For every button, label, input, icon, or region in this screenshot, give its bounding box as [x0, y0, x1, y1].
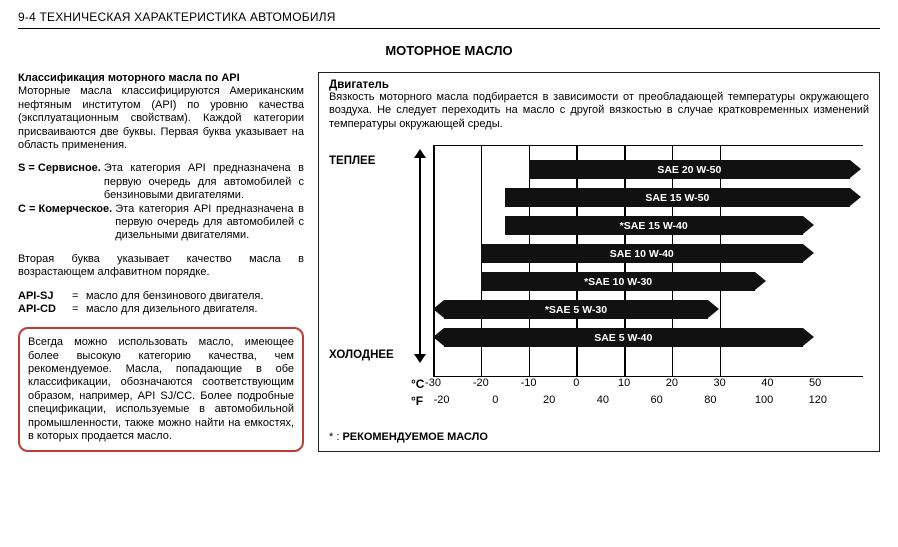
api-key: API-CD — [18, 303, 72, 317]
celsius-tick: 50 — [809, 377, 821, 389]
page-title: МОТОРНОЕ МАСЛО — [18, 43, 880, 58]
oil-grade-bar: *SAE 10 W-30 — [481, 272, 756, 291]
unit-fahrenheit: °F — [411, 394, 423, 408]
temperature-arrow — [413, 149, 427, 363]
def-term: S = Сервисное. — [18, 162, 104, 202]
oil-grade-bar: *SAE 5 W-30 — [444, 300, 708, 319]
celsius-tick: 40 — [761, 377, 773, 389]
oil-grade-label: SAE 10 W-40 — [610, 248, 674, 260]
oil-grade-label: SAE 15 W-50 — [645, 192, 709, 204]
fahrenheit-tick: 20 — [543, 394, 555, 406]
x-axis-labels: °C °F -30-20-1001020304050 -200204060801… — [433, 377, 863, 407]
oil-grade-label: SAE 20 W-50 — [657, 164, 721, 176]
chart-plot-area: SAE 20 W-50 SAE 15 W-50 *SAE 15 W-40 SAE 10… — [433, 145, 863, 377]
oil-grade-bar: *SAE 15 W-40 — [505, 216, 803, 235]
celsius-tick: 20 — [666, 377, 678, 389]
fahrenheit-tick: 0 — [492, 394, 498, 406]
category-definitions: S = Сервисное. Эта категория API предназ… — [18, 162, 304, 242]
api-table: API-SJ=масло для бензинового двигателя.A… — [18, 290, 304, 318]
left-column: Классификация моторного масла по API Мот… — [18, 72, 304, 452]
oil-grade-label: *SAE 5 W-30 — [545, 304, 607, 316]
second-letter-note: Вторая буква указывает качество масла в … — [18, 253, 304, 280]
oil-grade-label: *SAE 10 W-30 — [584, 276, 652, 288]
chart-footnote: * : РЕКОМЕНДУЕМОЕ МАСЛО — [329, 431, 869, 443]
page-header: 9-4 ТЕХНИЧЕСКАЯ ХАРАКТЕРИСТИКА АВТОМОБИЛ… — [18, 10, 880, 29]
fahrenheit-tick: 60 — [650, 394, 662, 406]
recommendation-note: Всегда можно использовать масло, имеющее… — [18, 327, 304, 452]
unit-celsius: °C — [411, 377, 424, 391]
def-desc: Эта категория API предназначена в первую… — [115, 203, 304, 243]
celsius-tick: 30 — [714, 377, 726, 389]
y-label-colder: ХОЛОДНЕЕ — [329, 349, 394, 361]
oil-grade-bar: SAE 10 W-40 — [481, 244, 803, 263]
def-term: C = Комерческое. — [18, 203, 115, 243]
celsius-tick: -20 — [473, 377, 489, 389]
fahrenheit-tick: 100 — [755, 394, 773, 406]
def-desc: Эта категория API предназначена в первую… — [104, 162, 304, 202]
oil-grade-bar: SAE 20 W-50 — [529, 160, 851, 179]
api-key: API-SJ — [18, 290, 72, 304]
y-label-warmer: ТЕПЛЕЕ — [329, 155, 375, 167]
classification-heading: Классификация моторного масла по API — [18, 72, 240, 84]
celsius-tick: 0 — [573, 377, 579, 389]
fahrenheit-tick: -20 — [434, 394, 450, 406]
celsius-tick: -10 — [521, 377, 537, 389]
viscosity-chart: ТЕПЛЕЕ ХОЛОДНЕЕ SAE 20 W-50 SAE 15 W-50 *S… — [329, 137, 869, 427]
oil-grade-bar: SAE 15 W-50 — [505, 188, 850, 207]
fahrenheit-tick: 80 — [704, 394, 716, 406]
engine-heading: Двигатель — [329, 79, 869, 91]
api-val: масло для бензинового двигателя. — [86, 290, 304, 304]
engine-paragraph: Вязкость моторного масла подбирается в з… — [329, 91, 869, 131]
celsius-tick: -30 — [425, 377, 441, 389]
oil-grade-label: *SAE 15 W-40 — [620, 220, 688, 232]
api-val: масло для дизельного двигателя. — [86, 303, 304, 317]
right-panel: Двигатель Вязкость моторного масла подби… — [318, 72, 880, 452]
fahrenheit-tick: 40 — [597, 394, 609, 406]
fahrenheit-tick: 120 — [809, 394, 827, 406]
oil-grade-label: SAE 5 W-40 — [594, 332, 652, 344]
celsius-tick: 10 — [618, 377, 630, 389]
classification-intro: Моторные масла классифицируются Американ… — [18, 85, 304, 151]
oil-grade-bar: SAE 5 W-40 — [444, 328, 803, 347]
